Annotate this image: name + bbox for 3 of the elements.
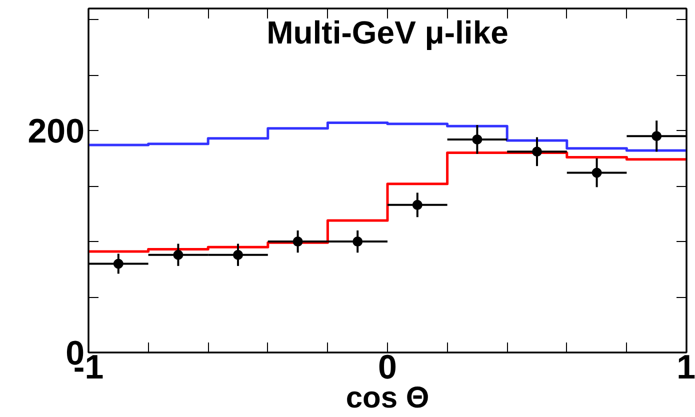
- y-tick-label: 200: [28, 112, 85, 151]
- x-tick-label: 1: [676, 348, 695, 386]
- chart-title: Multi-GeV μ-like: [266, 14, 508, 51]
